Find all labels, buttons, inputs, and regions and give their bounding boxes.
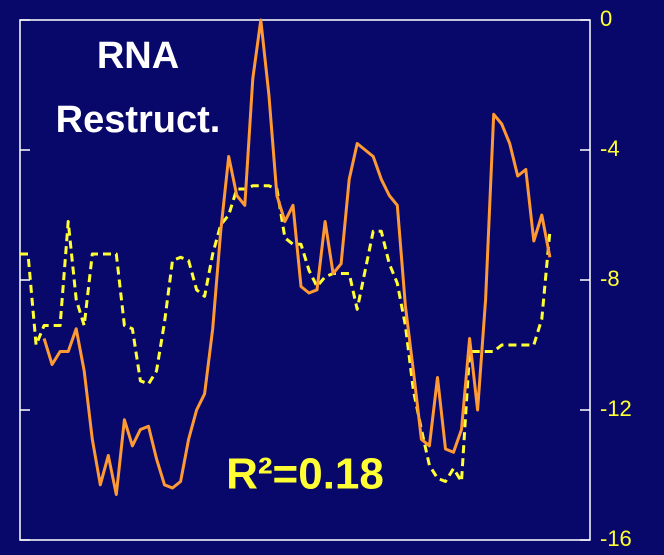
annotation: Restruct. — [56, 99, 221, 141]
y-tick-label: -4 — [600, 136, 620, 161]
annotation: RNA — [97, 35, 179, 77]
line — [20, 184, 552, 483]
annotation: R²=0.18 — [226, 450, 384, 499]
line — [42, 18, 552, 496]
y-tick-label: -16 — [600, 526, 632, 551]
y-tick-label: -12 — [600, 396, 632, 421]
y-tick-label: -8 — [600, 266, 620, 291]
y-tick-label: 0 — [600, 6, 612, 31]
